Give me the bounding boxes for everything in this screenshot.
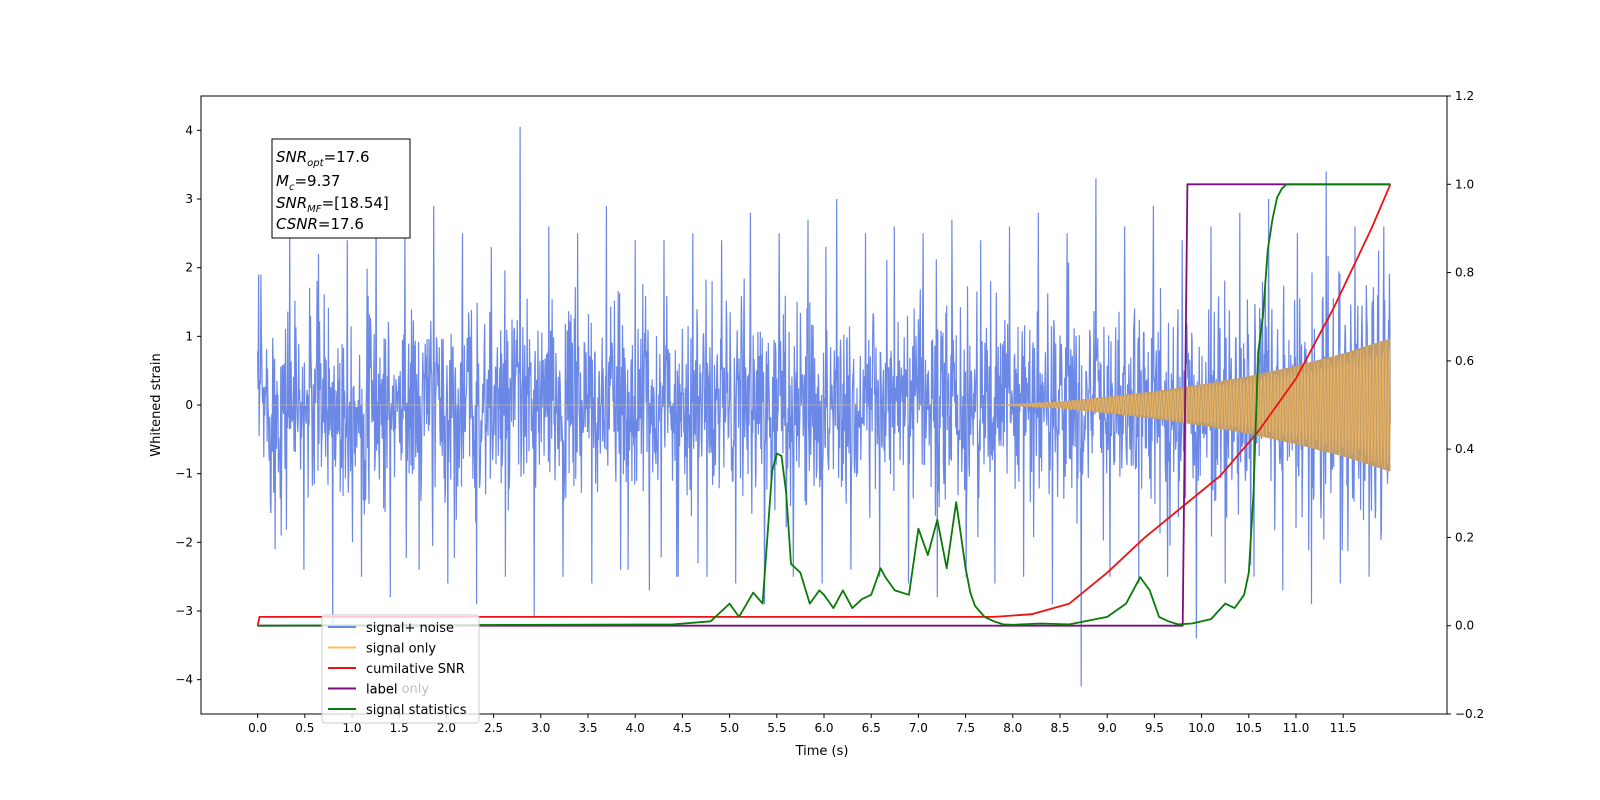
y-tick-label: 2 xyxy=(185,261,193,275)
legend-hidden-label: label only xyxy=(366,682,429,697)
y2-tick-label: 0.0 xyxy=(1455,619,1474,633)
x-tick-label: 6.5 xyxy=(862,721,881,735)
y-tick-label: 0 xyxy=(185,398,193,412)
x-tick-label: 2.5 xyxy=(484,721,503,735)
annotation-line-mc: Mc=9.37 xyxy=(276,172,340,193)
x-tick-label: 4.0 xyxy=(626,721,645,735)
x-tick-label: 5.5 xyxy=(767,721,786,735)
x-axis-label: Time (s) xyxy=(795,744,849,759)
y2-tick-label: 0.2 xyxy=(1455,530,1474,544)
y-axis-ticks: −4 −3 −2 −1 0 1 2 3 4 xyxy=(175,123,201,687)
legend-label: label xyxy=(366,683,397,698)
x-tick-label: 2.0 xyxy=(437,721,456,735)
series-signal-only-envelope xyxy=(257,338,1391,472)
legend-label: signal only xyxy=(366,642,436,657)
annotation-box: SNRopt=17.6 Mc=9.37 SNRMF=[18.54] CSNR=1… xyxy=(271,138,411,239)
x-tick-label: 11.0 xyxy=(1283,721,1310,735)
x-tick-label: 10.0 xyxy=(1188,721,1215,735)
x-tick-label: 1.5 xyxy=(390,721,409,735)
x-tick-label: 8.5 xyxy=(1050,721,1069,735)
x-axis-ticks: 0.0 0.5 1.0 1.5 2.0 2.5 3.0 3.5 4.0 4.5 5.0 5.5 6.0 6… xyxy=(248,714,1357,735)
x-tick-label: 8.0 xyxy=(1003,721,1022,735)
y-tick-label: 3 xyxy=(185,192,193,206)
x-tick-label: 3.0 xyxy=(531,721,550,735)
y-tick-label: −1 xyxy=(175,467,193,481)
x-tick-label: 6.0 xyxy=(814,721,833,735)
y2-tick-label: 0.8 xyxy=(1455,266,1474,280)
x-tick-label: 4.5 xyxy=(673,721,692,735)
y2-axis-ticks: −0.2 0.0 0.2 0.4 0.6 0.8 1.0 1.2 xyxy=(1447,89,1484,721)
series-signal-only xyxy=(257,340,1391,469)
y-tick-label: 1 xyxy=(185,329,193,343)
legend-label: signal+ noise xyxy=(366,621,454,636)
y2-tick-label: 1.2 xyxy=(1455,89,1474,103)
annotation-line-snr-opt: SNRopt=17.6 xyxy=(276,148,370,169)
y2-tick-label: 1.0 xyxy=(1455,177,1474,191)
x-tick-label: 7.5 xyxy=(956,721,975,735)
x-tick-label: 0.0 xyxy=(248,721,267,735)
legend-label: signal statistics xyxy=(366,703,467,718)
x-tick-label: 7.0 xyxy=(909,721,928,735)
x-tick-label: 1.0 xyxy=(342,721,361,735)
y2-tick-label: −0.2 xyxy=(1455,707,1484,721)
x-tick-label: 9.5 xyxy=(1145,721,1164,735)
series-layer xyxy=(256,126,1392,687)
series-signal-statistics xyxy=(257,183,1391,627)
legend-label: cumilative SNR xyxy=(366,662,465,677)
y-tick-label: −4 xyxy=(175,673,193,687)
annotation-line-snr-mf: SNRMF=[18.54] xyxy=(276,194,389,215)
y-axis-label: Whitened strain xyxy=(149,353,164,456)
x-tick-label: 0.5 xyxy=(295,721,314,735)
y-tick-label: 4 xyxy=(185,123,193,137)
series-cumulative-snr xyxy=(256,183,1392,626)
y2-tick-label: 0.4 xyxy=(1455,442,1474,456)
legend: label only signal+ noise signal only cumil… xyxy=(321,614,480,724)
y-tick-label: −2 xyxy=(175,535,193,549)
x-tick-label: 5.0 xyxy=(720,721,739,735)
annotation-line-csnr: CSNR=17.6 xyxy=(276,215,364,233)
y-tick-label: −3 xyxy=(175,604,193,618)
x-tick-label: 10.5 xyxy=(1235,721,1262,735)
x-tick-label: 11.5 xyxy=(1330,721,1357,735)
y2-tick-label: 0.6 xyxy=(1455,354,1474,368)
x-tick-label: 9.0 xyxy=(1098,721,1117,735)
x-tick-label: 3.5 xyxy=(578,721,597,735)
